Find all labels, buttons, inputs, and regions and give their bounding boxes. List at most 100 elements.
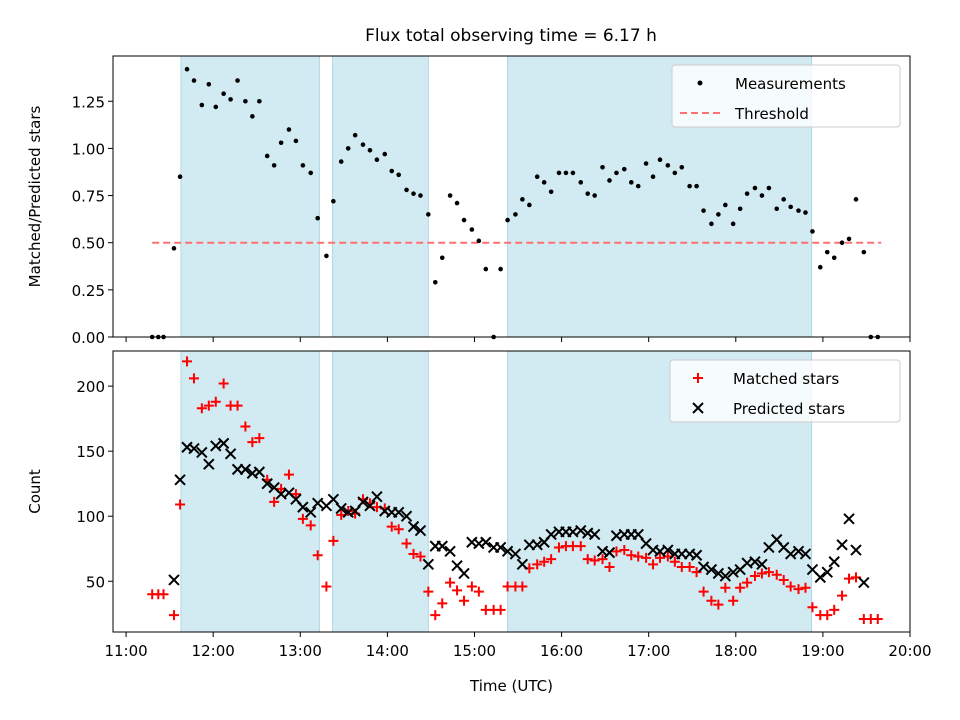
predicted-star-point (843, 513, 855, 525)
predicted-star-point (422, 558, 435, 571)
matched-star-point (393, 524, 404, 535)
matched-star-point (401, 538, 412, 549)
y-tick-label: 0.50 (72, 235, 105, 253)
matched-star-point (793, 584, 804, 595)
y-tick-label: 0.75 (72, 188, 105, 206)
y-tick-label: 1.00 (72, 140, 105, 158)
measurement-point (592, 193, 597, 198)
measurement-point (709, 221, 714, 227)
measurement-point (404, 187, 409, 193)
matched-star-point (844, 573, 855, 584)
predicted-star-point (458, 567, 470, 580)
predicted-star-point (697, 561, 710, 573)
x-tick-label: 14:00 (366, 642, 409, 660)
matched-star-point (822, 610, 833, 621)
measurement-point (411, 191, 416, 196)
matched-star-point (633, 551, 644, 562)
matched-star-point (626, 550, 637, 561)
matched-star-point (720, 582, 731, 593)
predicted-star-point (603, 546, 616, 559)
matched-star-point (254, 433, 265, 444)
predicted-star-point (792, 545, 805, 558)
predicted-star-point (168, 574, 180, 586)
measurement-point (716, 212, 721, 217)
measurement-point (534, 174, 540, 179)
measurement-point (628, 180, 634, 185)
predicted-star-point (253, 466, 266, 478)
measurement-point (213, 104, 219, 110)
predicted-star-point (480, 536, 492, 548)
predicted-star-point (501, 545, 514, 558)
matched-star-point (312, 550, 323, 561)
measurement-point (853, 197, 859, 202)
measurement-point (679, 164, 685, 170)
measurement-point (447, 193, 453, 198)
predicted-star-point (357, 496, 369, 508)
matched-star-point (466, 581, 477, 592)
measurement-point (382, 151, 388, 157)
predicted-star-point (575, 524, 587, 537)
legend: Matched stars Predicted stars (669, 359, 901, 423)
observing-window (180, 55, 320, 338)
matched-star-point (240, 421, 251, 432)
matched-star-point (641, 552, 652, 563)
matched-star-point (604, 561, 615, 572)
matched-star-point (430, 610, 441, 621)
matched-star-point (575, 541, 586, 552)
panel-1: 0.00 0.25 0.50 0.75 1.00 1.25 Matched/Predicte… (26, 55, 911, 347)
predicted-star-point (297, 501, 309, 513)
matched-star-point (669, 556, 680, 567)
observing-window (180, 350, 320, 633)
measurement-point (286, 127, 292, 132)
matched-star-point (182, 356, 193, 367)
measurement-point (324, 253, 329, 259)
measurement-point (694, 183, 699, 189)
measurement-point (469, 227, 475, 232)
measurement-point (831, 255, 837, 261)
measurement-point (432, 280, 438, 285)
measurement-point (723, 202, 728, 208)
legend-label: Measurements (735, 75, 846, 93)
matched-star-point (386, 521, 397, 532)
measurement-point (513, 212, 518, 217)
x-tick-label: 18:00 (714, 642, 757, 660)
measurement-point (737, 206, 743, 212)
predicted-star-point (756, 558, 768, 571)
predicted-star-point (828, 556, 840, 568)
predicted-star-point (444, 545, 456, 558)
predicted-star-point (196, 446, 208, 459)
measurement-point (345, 146, 351, 151)
measurement-point (810, 229, 815, 234)
x-tick-label: 19:00 (801, 642, 844, 660)
measurement-point (607, 178, 612, 183)
observing-window (332, 350, 429, 633)
predicted-star-point (371, 490, 383, 503)
matched-star-point (807, 602, 818, 613)
predicted-star-point (662, 544, 674, 556)
measurement-point (672, 170, 678, 176)
matched-star-point (297, 513, 308, 524)
legend: Measurements Threshold (671, 64, 901, 128)
measurement-point (191, 78, 197, 83)
measurement-point (621, 166, 627, 172)
x-tick-label: 12:00 (192, 642, 235, 660)
predicted-star-point (494, 541, 507, 554)
predicted-star-point (814, 571, 826, 584)
measurement-point (177, 174, 183, 179)
matched-star-point (423, 586, 434, 597)
measurement-point (650, 174, 656, 179)
predicted-star-point (210, 440, 222, 452)
matched-star-point (706, 595, 717, 606)
matched-star-point (735, 582, 746, 593)
measurement-point (744, 191, 750, 196)
y-tick-label: 0.00 (72, 329, 105, 347)
measurement-point (389, 168, 395, 174)
matched-star-point (698, 586, 709, 597)
matched-star-point (218, 378, 229, 389)
matched-star-point (321, 581, 332, 592)
matched-star-point (756, 568, 767, 579)
measurement-point (548, 189, 554, 195)
predicted-star-point (203, 458, 215, 470)
measurement-point (578, 180, 584, 185)
